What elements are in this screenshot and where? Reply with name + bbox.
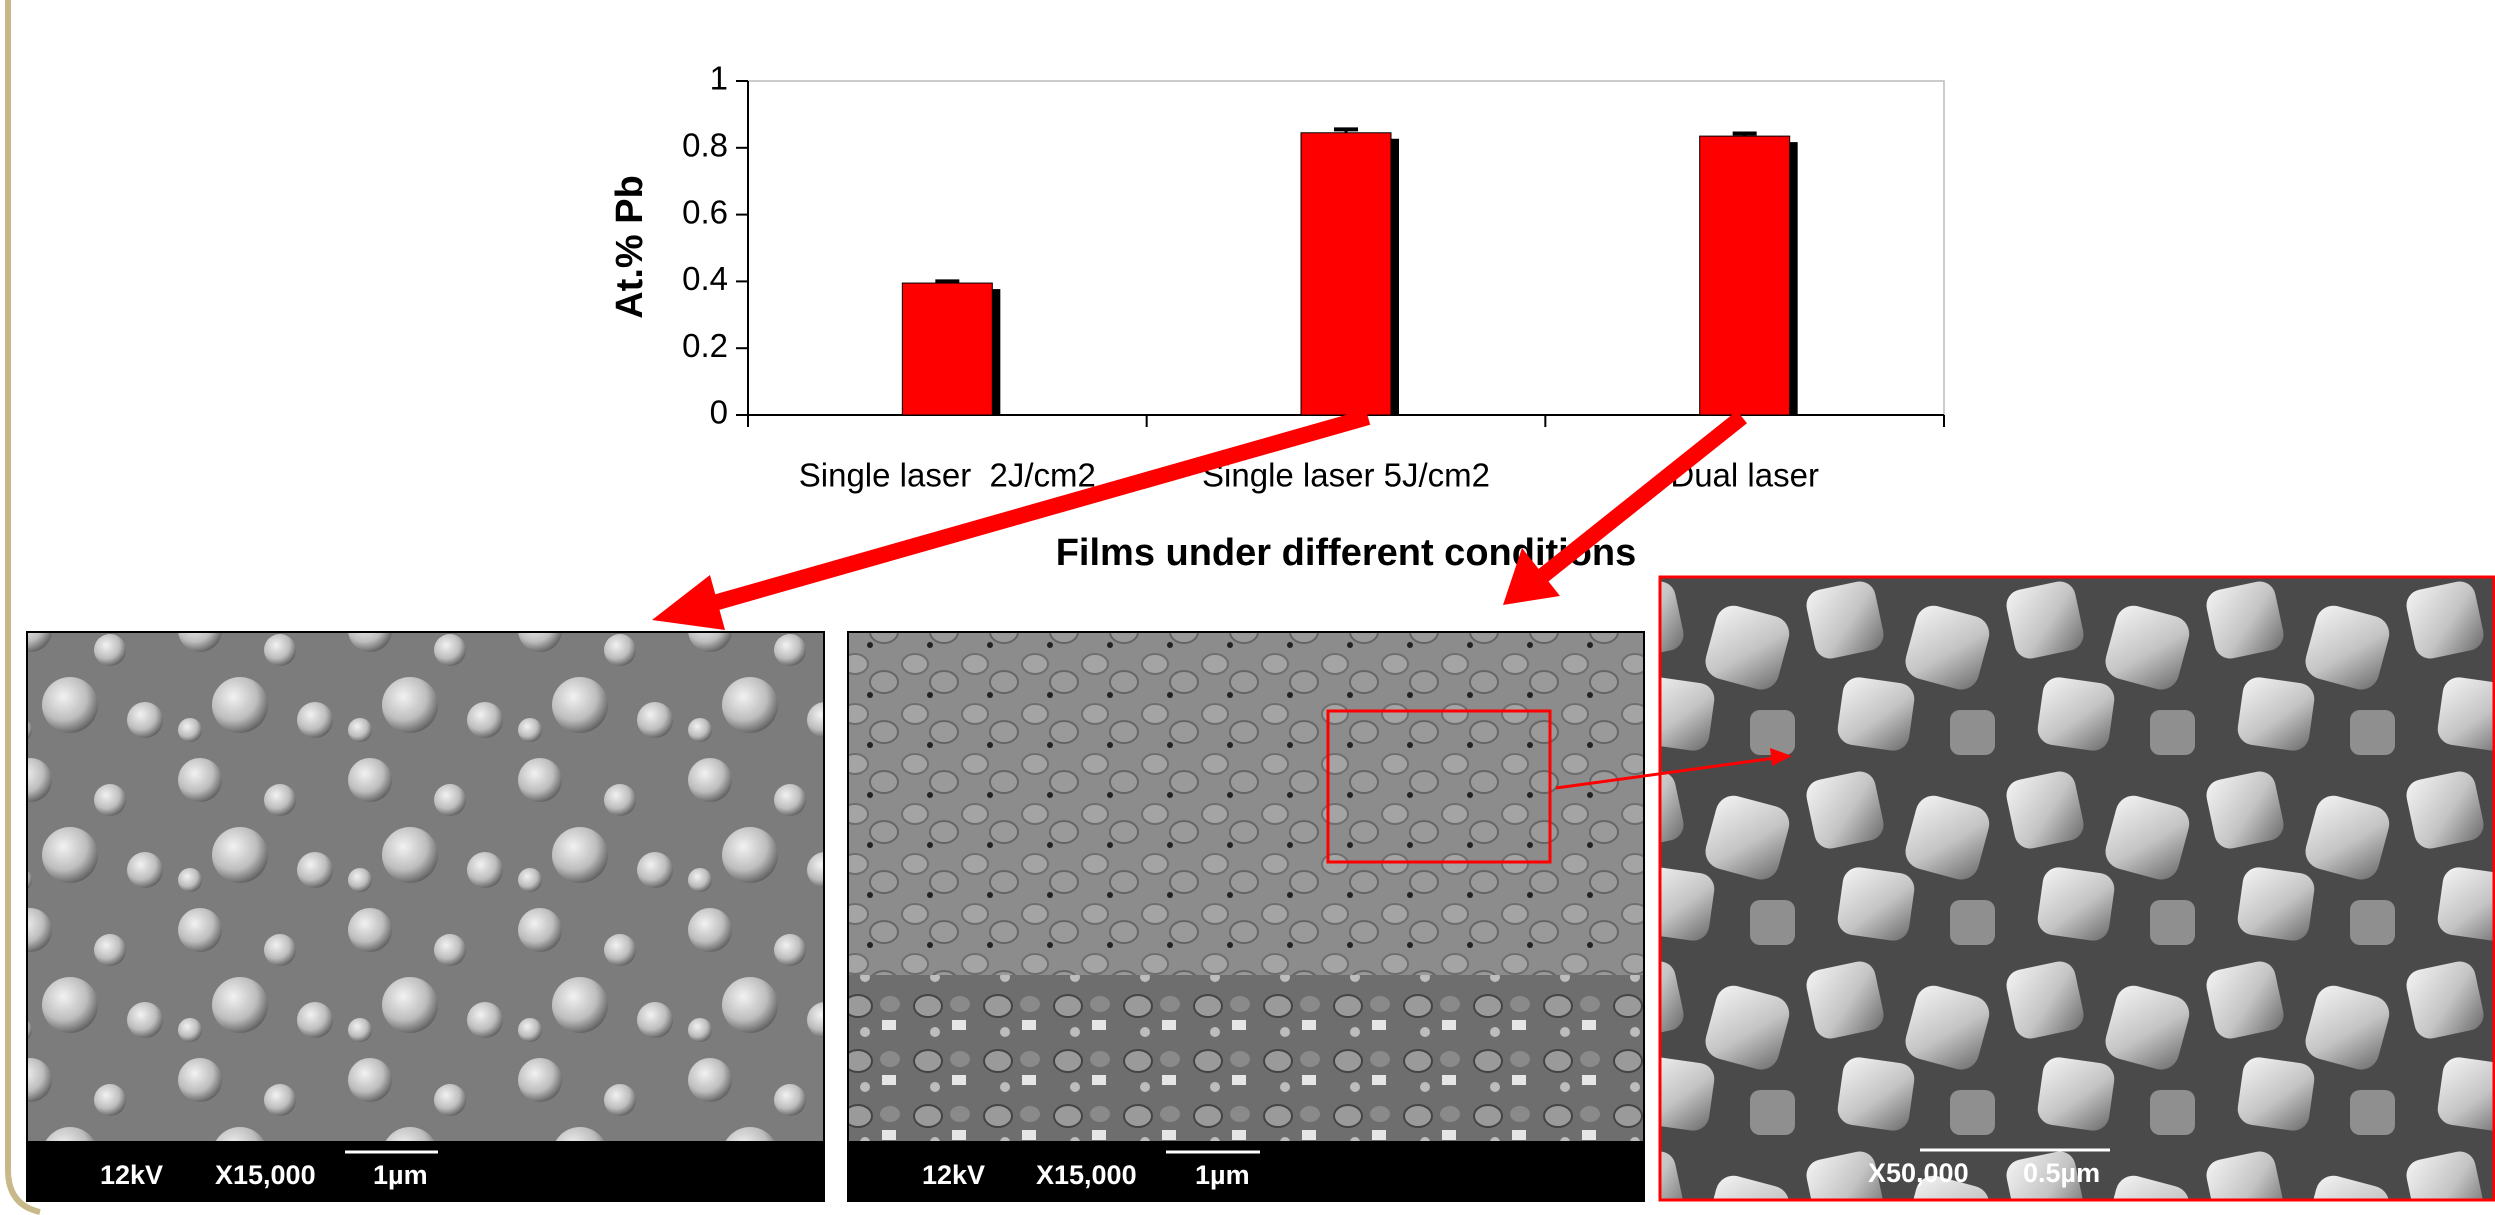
sem-voltage: 12kV (922, 1160, 985, 1190)
sem-image-3: X50,000 0.5µm (1660, 577, 2494, 1200)
y-tick-label: 0 (710, 394, 728, 431)
sem-scale: 0.5µm (2023, 1158, 2100, 1188)
y-tick-label: 0.4 (682, 260, 728, 297)
sem-magnification: X50,000 (1868, 1158, 1969, 1188)
bar (1700, 136, 1790, 415)
bar (1301, 133, 1391, 415)
x-tick-label: Single laser 5J/cm2 (1202, 457, 1490, 494)
sem-voltage: 12kV (100, 1160, 163, 1190)
sem-scale: 1µm (1195, 1160, 1250, 1190)
y-tick-label: 0.2 (682, 327, 728, 364)
slide: Films under different conditions At.% Pb… (0, 0, 2495, 1215)
sem-image-2: 12kV X15,000 1µm (848, 632, 1644, 1201)
sem-magnification: X15,000 (1036, 1160, 1137, 1190)
bar (902, 283, 992, 415)
sem-scale: 1µm (373, 1160, 428, 1190)
y-axis-title: At.% Pb (609, 175, 651, 319)
y-tick-label: 0.8 (682, 127, 728, 164)
y-tick-label: 1 (710, 60, 728, 97)
x-tick-label: Single laser 2J/cm2 (799, 457, 1096, 494)
y-tick-label: 0.6 (682, 193, 728, 230)
sem-magnification: X15,000 (215, 1160, 316, 1190)
sem-image-1: 12kV X15,000 1µm (27, 632, 824, 1201)
